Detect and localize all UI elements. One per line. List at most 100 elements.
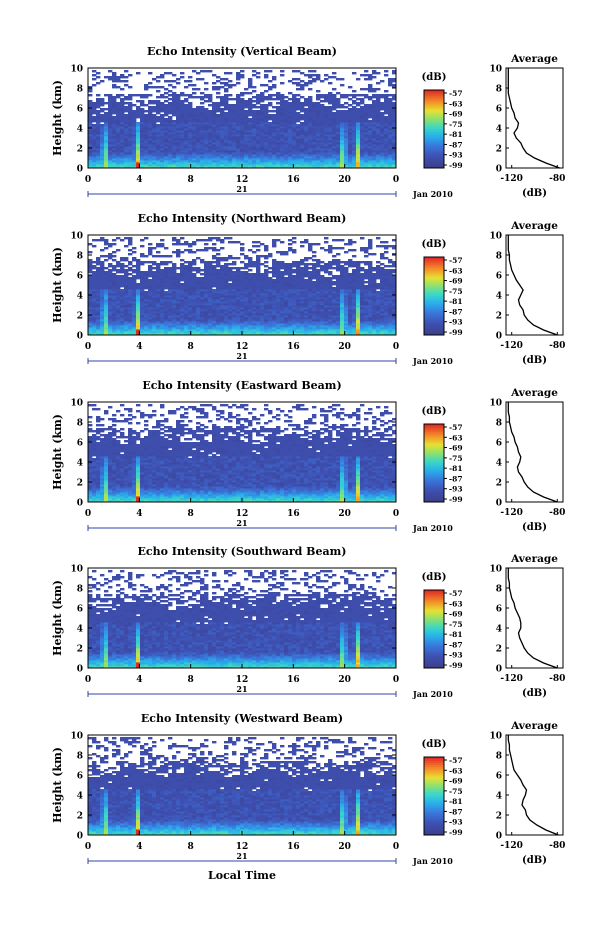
heatmap-cell: [344, 94, 348, 96]
heatmap-cell: [272, 106, 276, 108]
heatmap-cell: [188, 243, 192, 245]
heatmap-cell: [312, 74, 316, 76]
heatmap-cell: [280, 261, 284, 263]
heatmap-cell: [332, 72, 336, 74]
heatmap-cell: [184, 94, 188, 96]
heatmap-cell: [228, 98, 232, 100]
heatmap-cell: [112, 239, 116, 241]
heatmap-cell: [300, 72, 304, 74]
heatmap-cell: [196, 88, 200, 90]
heatmap-cell: [300, 102, 304, 104]
heatmap-cell: [220, 82, 224, 84]
profile-y-tick-label: 8: [496, 85, 502, 95]
heatmap-cell: [300, 122, 304, 124]
heatmap-cell: [120, 239, 124, 241]
heatmap-cell: [252, 251, 256, 253]
heatmap-cell: [216, 253, 220, 255]
heatmap-cell: [108, 70, 112, 72]
heatmap-cell: [360, 106, 364, 108]
heatmap-cell: [228, 72, 232, 74]
heatmap-cell: [332, 76, 336, 78]
heatmap-cell: [88, 100, 92, 102]
heatmap-cell: [388, 78, 392, 80]
heatmap-cell: [124, 245, 128, 247]
heatmap-cell: [372, 70, 376, 72]
x-tick-label: 8: [188, 175, 194, 185]
heatmap-cell: [96, 257, 100, 259]
heatmap-cell: [132, 94, 136, 96]
day-label: 21: [236, 184, 247, 194]
heatmap-cell: [196, 277, 200, 279]
heatmap-cell: [180, 263, 184, 265]
heatmap-cell: [156, 80, 160, 82]
heatmap-cell: [204, 94, 208, 96]
heatmap-cell: [188, 94, 192, 96]
heatmap-cell: [176, 267, 180, 269]
heatmap-cell: [168, 72, 172, 74]
heatmap-cell: [328, 82, 332, 84]
heatmap-cell: [312, 70, 316, 72]
heatmap-cell: [344, 102, 348, 104]
heatmap-cell: [356, 102, 360, 104]
heatmap-cell: [268, 114, 272, 116]
heatmap-cell: [116, 94, 120, 96]
heatmap-cell: [224, 112, 228, 114]
heatmap-cell: [92, 124, 96, 126]
heatmap-cell: [376, 88, 380, 90]
heatmap-cell: [112, 251, 116, 253]
heatmap-cell: [368, 104, 372, 106]
heatmap-cell: [332, 88, 336, 90]
colorbar-tick-label: -81: [449, 130, 463, 139]
heatmap-cell: [364, 88, 368, 90]
heatmap-cell: [204, 261, 208, 263]
heatmap-cell: [124, 102, 128, 104]
heatmap-cell: [212, 243, 216, 245]
colorbar-unit: (dB): [422, 72, 447, 83]
heatmap-cell: [204, 239, 208, 241]
heatmap-cell: [108, 94, 112, 96]
y-tick-label: 10: [70, 65, 83, 75]
heatmap-cell: [336, 92, 340, 94]
heatmap-cell: [188, 84, 192, 86]
heatmap-cell: [264, 265, 268, 267]
heatmap-cell: [164, 291, 168, 293]
heatmap-cell: [276, 102, 280, 104]
heatmap-cell: [116, 275, 120, 277]
heatmap-cell: [144, 261, 148, 263]
heatmap-cell: [152, 106, 156, 108]
heatmap-cell: [168, 94, 172, 96]
heatmap-cell: [160, 94, 164, 96]
heatmap-cell: [128, 273, 132, 275]
heatmap-cell: [156, 76, 160, 78]
profile-x-tick-label: -120: [500, 174, 523, 184]
heatmap-cell: [116, 261, 120, 263]
heatmap-cell: [104, 108, 108, 110]
heatmap-cell: [188, 76, 192, 78]
heatmap-cell: [252, 86, 256, 88]
profile-x-tick-label: -80: [549, 174, 565, 184]
heatmap-cell: [172, 263, 176, 265]
heatmap-cell: [252, 273, 256, 275]
heatmap-cell: [108, 269, 112, 271]
heatmap-cell: [340, 110, 344, 112]
heatmap-cell: [96, 94, 100, 96]
heatmap-cell: [256, 110, 260, 112]
heatmap-cell: [228, 255, 232, 257]
heatmap-cell: [192, 84, 196, 86]
heatmap-cell: [132, 110, 136, 112]
heatmap-cell: [200, 92, 204, 94]
heatmap-cell: [188, 261, 192, 263]
heatmap-cell: [288, 98, 292, 100]
heatmap-cell: [116, 237, 120, 239]
heatmap-cell: [372, 94, 376, 96]
heatmap-cell: [232, 104, 236, 106]
heatmap-cell: [100, 124, 104, 126]
heatmap-cell: [324, 74, 328, 76]
heatmap-cell: [140, 245, 144, 247]
heatmap-cell: [268, 102, 272, 104]
heatmap-cell: [348, 94, 352, 96]
heatmap-cell: [360, 88, 364, 90]
heatmap-cell: [384, 70, 388, 72]
heatmap-cell: [96, 72, 100, 74]
heatmap-cell: [96, 267, 100, 269]
